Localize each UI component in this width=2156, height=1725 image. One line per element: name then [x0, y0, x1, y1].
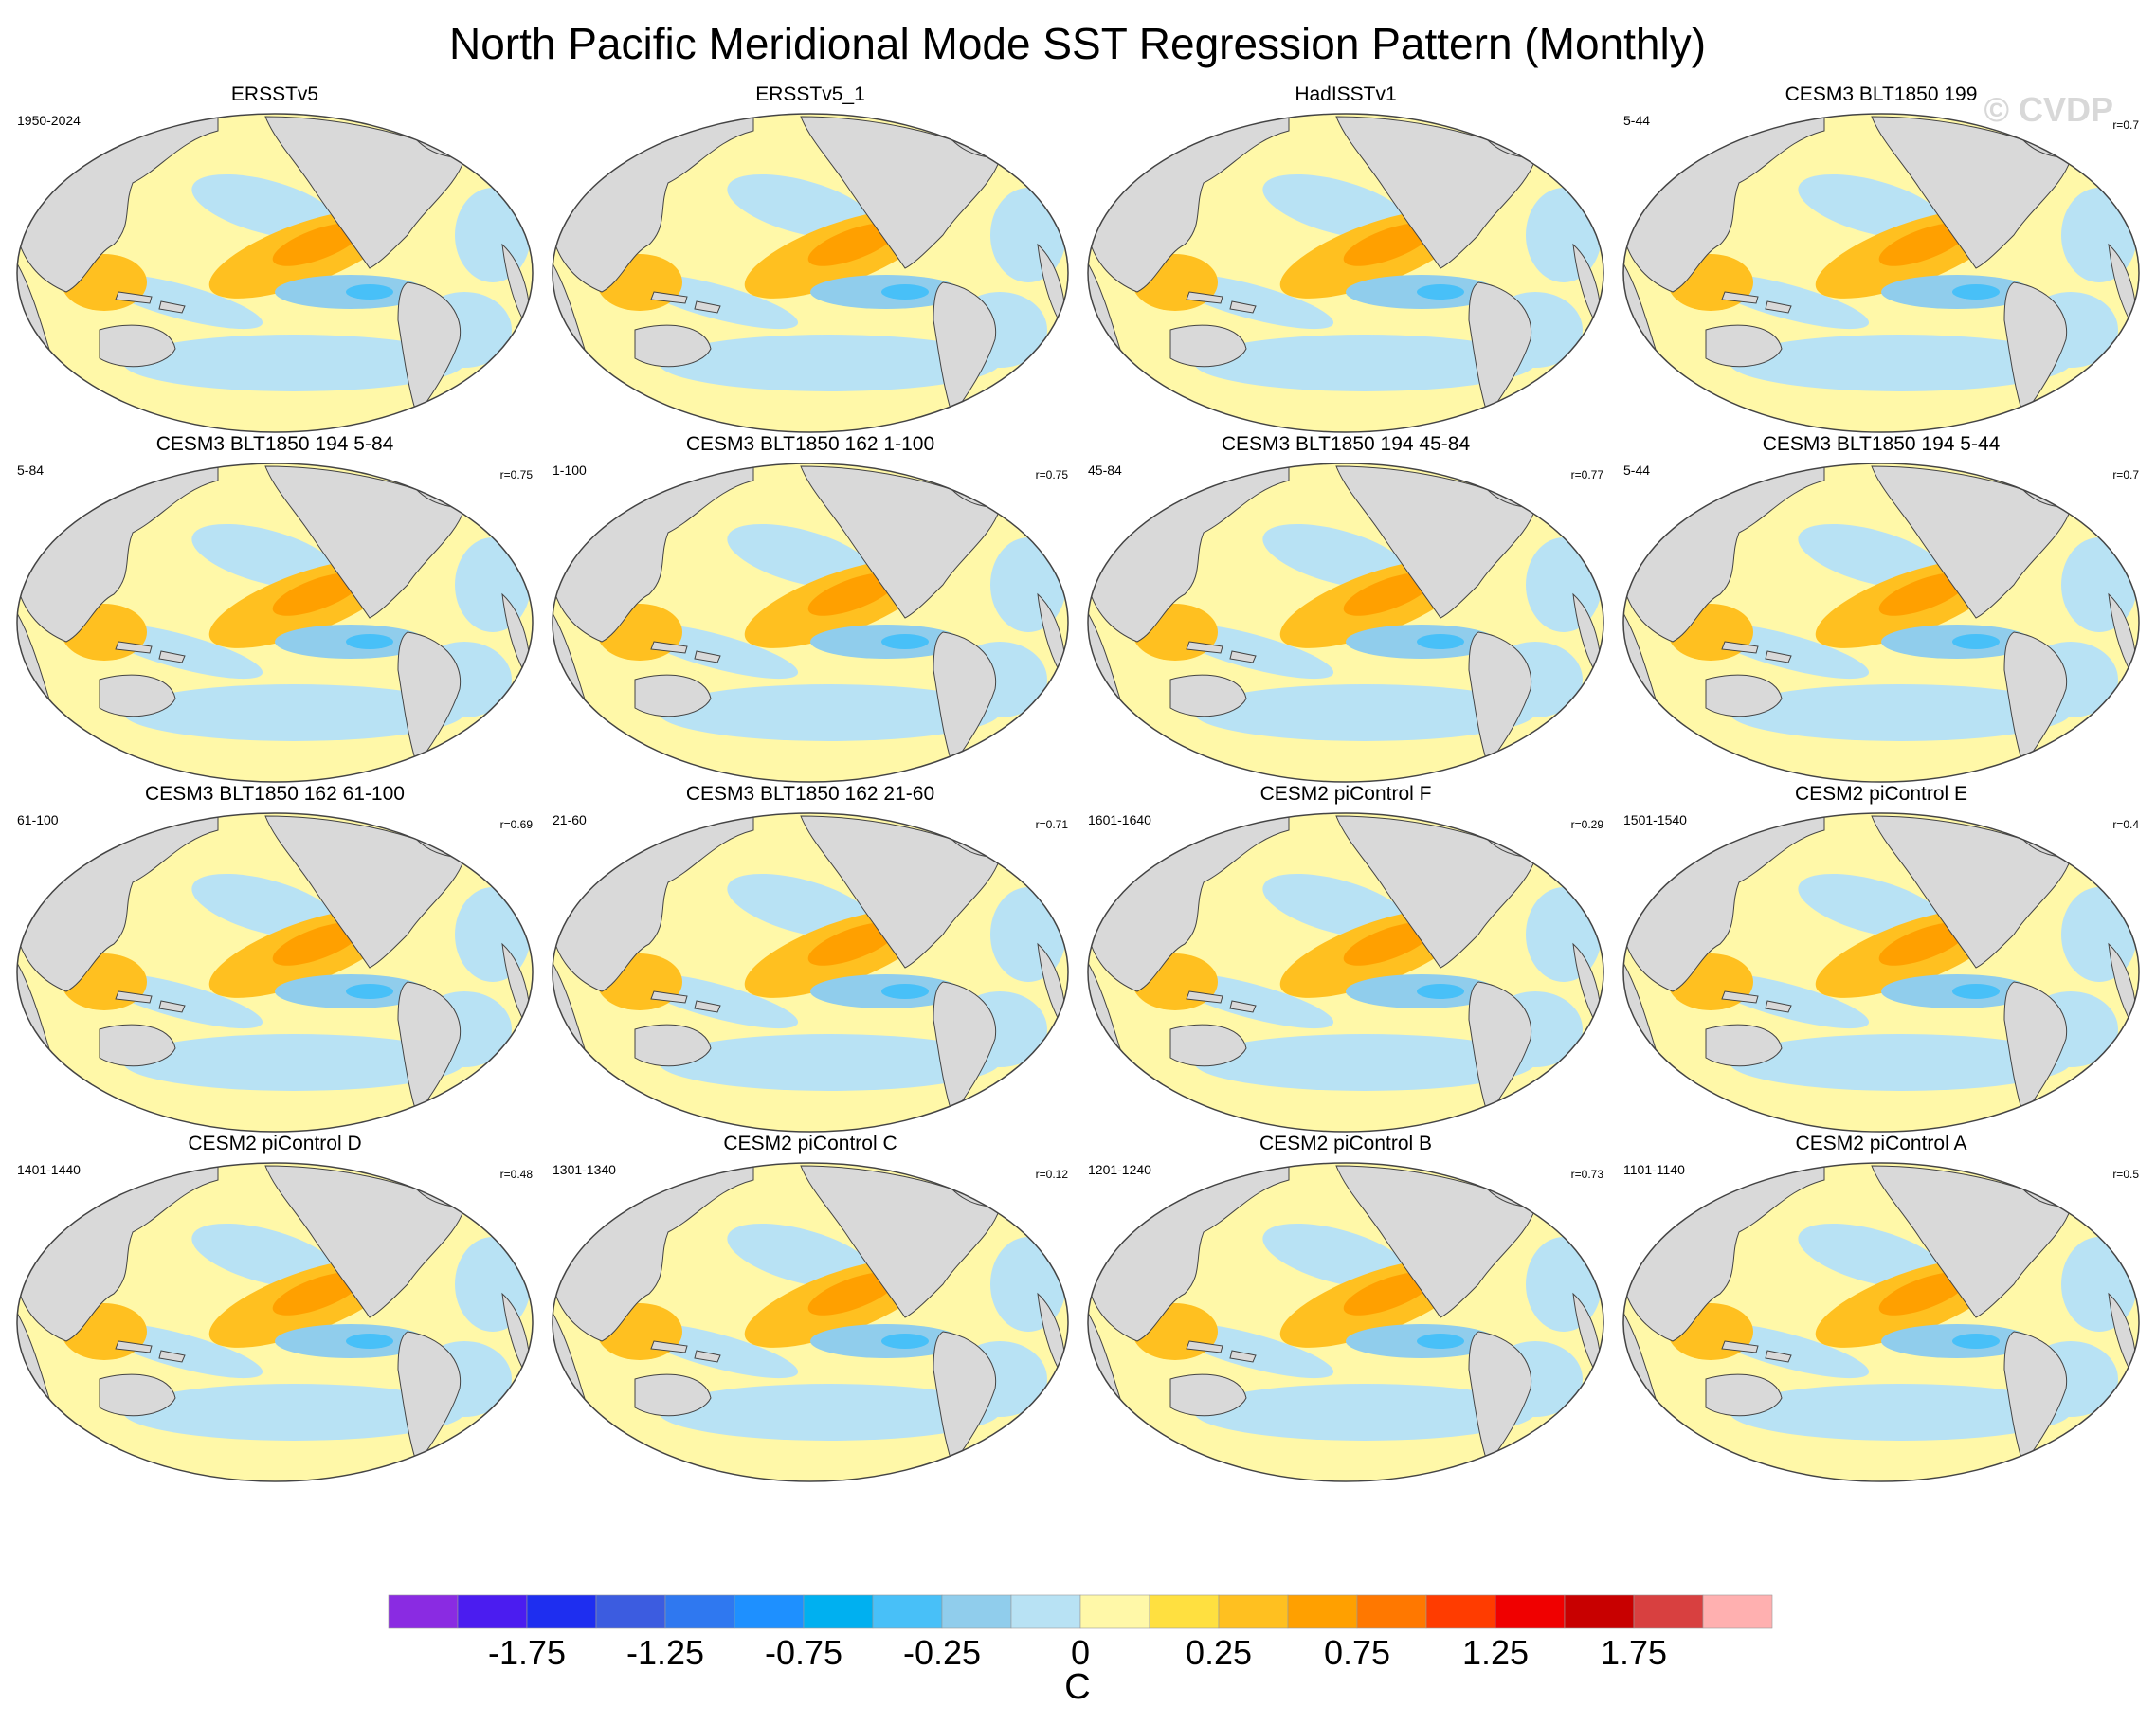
- colorbar-box: [1010, 1594, 1081, 1629]
- map-panel: CESM2 piControl A 1101-1140 r=0.5: [1622, 1133, 2140, 1482]
- panel-title: ERSSTv5_1: [755, 83, 865, 105]
- colorbar: -1.75 -1.25 -0.75 -0.25 0 0.25 0.75 1.25 1.75 C: [388, 1594, 1773, 1707]
- panel-period-label: 21-60: [553, 812, 587, 827]
- map-panel: CESM3 BLT1850 194 5-44 5-44 r=0.7: [1622, 433, 2140, 783]
- map-panel: CESM3 BLT1850 162 61-100 61-100 r=0.69: [16, 783, 534, 1133]
- map-panel: CESM2 piControl E 1501-1540 r=0.4: [1622, 783, 2140, 1133]
- colorbar-box: [1495, 1594, 1566, 1629]
- panel-correlation-label: r=0.73: [1571, 1168, 1604, 1181]
- watermark: © CVDP: [1984, 90, 2113, 129]
- panel-title: CESM2 piControl A: [1796, 1133, 1967, 1154]
- colorbar-tick-label: -1.25: [626, 1633, 704, 1672]
- panel-period-label: 1101-1140: [1623, 1162, 1685, 1177]
- colorbar-box: [1149, 1594, 1220, 1629]
- colorbar-box: [1218, 1594, 1289, 1629]
- colorbar-tick-label: 0.25: [1186, 1633, 1252, 1672]
- colorbar-tick-label: -1.75: [488, 1633, 566, 1672]
- colorbar-boxes: [388, 1594, 1773, 1629]
- map-panel: CESM2 piControl D 1401-1440 r=0.48: [16, 1133, 534, 1482]
- map-panel: CESM2 piControl B 1201-1240 r=0.73: [1087, 1133, 1604, 1482]
- panel-correlation-label: r=0.29: [1571, 818, 1604, 831]
- panel-period-label: 61-100: [17, 812, 59, 827]
- panel-period-label: 5-84: [17, 463, 44, 478]
- panel-title: CESM3 BLT1850 194 5-44: [1763, 433, 2001, 455]
- panel-correlation-label: r=0.69: [500, 818, 534, 831]
- panel-correlation-label: r=0.75: [1036, 468, 1069, 481]
- panel-title: CESM3 BLT1850 162 61-100: [145, 783, 405, 805]
- panel-period-label: 1-100: [553, 463, 587, 478]
- panel-correlation-label: r=0.7: [2112, 118, 2139, 132]
- colorbar-tick-label: 1.75: [1601, 1633, 1667, 1672]
- panel-period-label: 1401-1440: [17, 1162, 81, 1177]
- panel-title: CESM3 BLT1850 194 45-84: [1222, 433, 1471, 455]
- map-panel: HadISSTv1: [1087, 83, 1604, 433]
- map-panel: CESM3 BLT1850 194 45-84 45-84 r=0.77: [1087, 433, 1604, 783]
- panel-correlation-label: r=0.48: [500, 1168, 534, 1181]
- panel-correlation-label: r=0.4: [2112, 818, 2139, 831]
- panel-correlation-label: r=0.77: [1571, 468, 1604, 481]
- colorbar-box: [803, 1594, 874, 1629]
- map-panel: ERSSTv5_1: [552, 83, 1069, 433]
- panel-period-label: 1201-1240: [1088, 1162, 1151, 1177]
- colorbar-tick-label: 0.75: [1324, 1633, 1390, 1672]
- colorbar-tick-label: -0.25: [903, 1633, 981, 1672]
- colorbar-tick-labels: -1.75 -1.25 -0.75 -0.25 0 0.25 0.75 1.25 1.75: [488, 1633, 1667, 1672]
- panel-title: CESM2 piControl E: [1795, 783, 1967, 805]
- panel-title: ERSSTv5: [231, 83, 318, 105]
- panel-title: CESM2 piControl F: [1260, 783, 1432, 805]
- map-panel: CESM2 piControl F 1601-1640 r=0.29: [1087, 783, 1604, 1133]
- panel-period-label: 5-44: [1623, 113, 1650, 128]
- panel-title: CESM3 BLT1850 194 5-84: [156, 433, 394, 455]
- panel-correlation-label: r=0.75: [500, 468, 534, 481]
- panel-period-label: 5-44: [1623, 463, 1650, 478]
- panel-correlation-label: r=0.12: [1036, 1168, 1069, 1181]
- panel-period-label: 1601-1640: [1088, 812, 1151, 827]
- colorbar-box: [1633, 1594, 1704, 1629]
- colorbar-tick-label: -0.75: [765, 1633, 842, 1672]
- map-panel: CESM3 BLT1850 194 5-84 5-84 r=0.75: [16, 433, 534, 783]
- colorbar-box: [1564, 1594, 1635, 1629]
- panel-period-label: 45-84: [1088, 463, 1122, 478]
- colorbar-box: [664, 1594, 735, 1629]
- colorbar-box: [388, 1594, 459, 1629]
- colorbar-box: [1079, 1594, 1150, 1629]
- colorbar-tick-label: 1.25: [1462, 1633, 1529, 1672]
- colorbar-box: [457, 1594, 528, 1629]
- map-panel: CESM2 piControl C 1301-1340 r=0.12: [552, 1133, 1069, 1482]
- colorbar-box: [734, 1594, 805, 1629]
- panel-title: CESM2 piControl D: [188, 1133, 361, 1154]
- colorbar-box: [1702, 1594, 1773, 1629]
- panel-correlation-label: r=0.71: [1036, 818, 1069, 831]
- colorbar-box: [1356, 1594, 1427, 1629]
- panel-title: CESM3 BLT1850 162 21-60: [686, 783, 934, 805]
- panel-title: CESM2 piControl C: [723, 1133, 897, 1154]
- panel-title: CESM3 BLT1850 162 1-100: [686, 433, 934, 455]
- panel-title: CESM2 piControl B: [1259, 1133, 1432, 1154]
- panel-period-label: 1950-2024: [17, 113, 81, 128]
- map-panel: CESM3 BLT1850 162 1-100 1-100 r=0.75: [552, 433, 1069, 783]
- figure-title: North Pacific Meridional Mode SST Regres…: [449, 19, 1706, 68]
- map-panel: CESM3 BLT1850 199 5-44 r=0.7: [1622, 83, 2140, 433]
- map-panel: ERSSTv5 1950-2024: [16, 83, 534, 433]
- colorbar-box: [595, 1594, 666, 1629]
- colorbar-box: [1287, 1594, 1358, 1629]
- colorbar-box: [941, 1594, 1012, 1629]
- panel-title: CESM3 BLT1850 199: [1785, 83, 1978, 105]
- panel-grid: ERSSTv5 1950-2024 ERSSTv5_1 HadISSTv1 CESM3 …: [16, 83, 2140, 1482]
- colorbar-box: [872, 1594, 943, 1629]
- panel-period-label: 1301-1340: [553, 1162, 616, 1177]
- colorbar-box: [526, 1594, 597, 1629]
- panel-period-label: 1501-1540: [1623, 812, 1687, 827]
- colorbar-tick-label: 0: [1071, 1633, 1090, 1672]
- panel-correlation-label: r=0.7: [2112, 468, 2139, 481]
- panel-title: HadISSTv1: [1295, 83, 1396, 105]
- colorbar-box: [1425, 1594, 1496, 1629]
- map-panel: CESM3 BLT1850 162 21-60 21-60 r=0.71: [552, 783, 1069, 1133]
- panel-correlation-label: r=0.5: [2112, 1168, 2139, 1181]
- colorbar-unit-label: C: [1064, 1667, 1090, 1707]
